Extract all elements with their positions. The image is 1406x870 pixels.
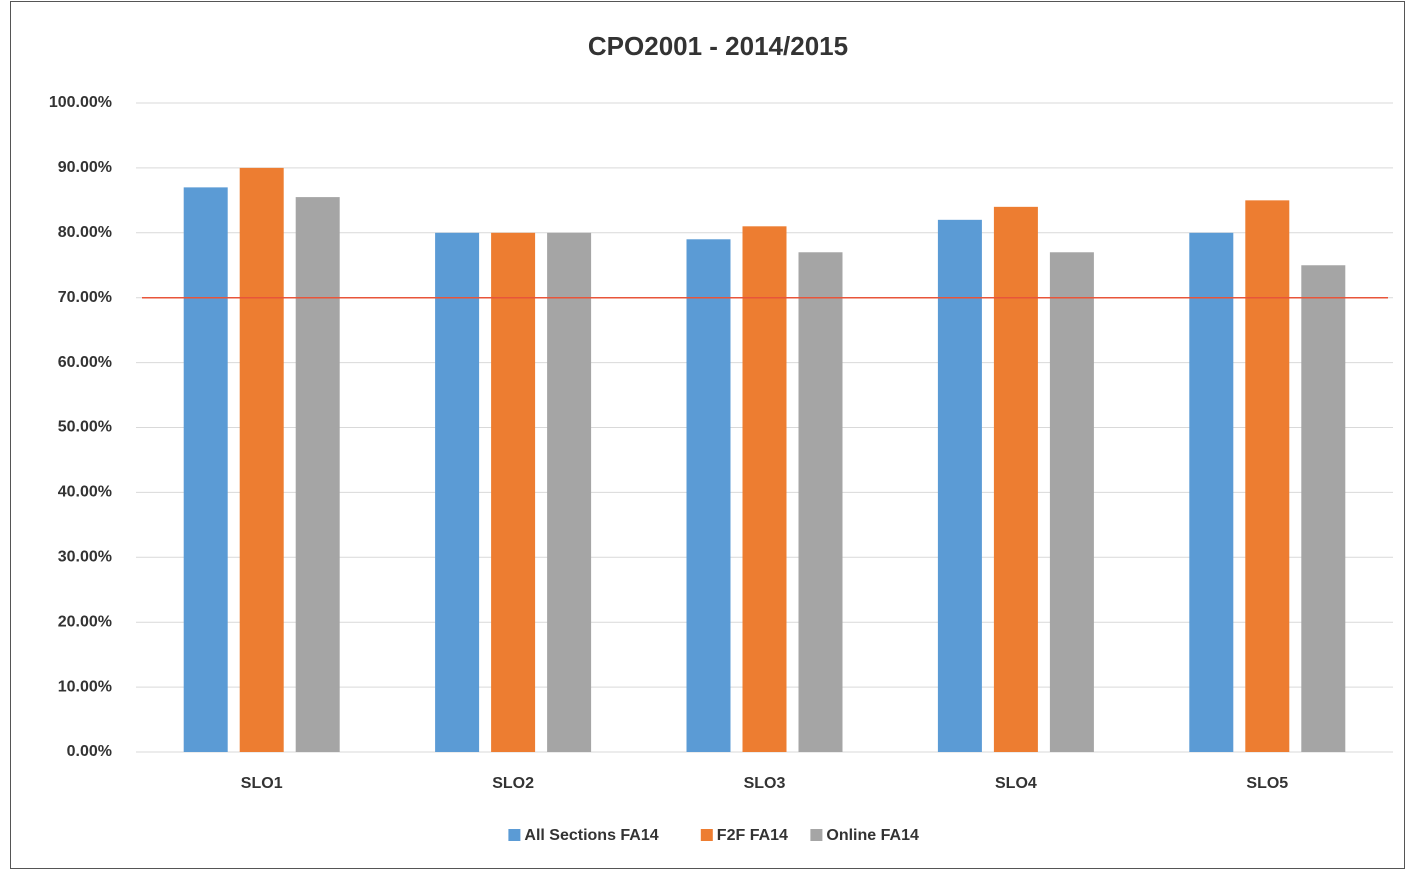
legend-label: F2F FA14 xyxy=(717,827,788,844)
x-tick-label: SLO5 xyxy=(1246,775,1288,792)
legend-label: Online FA14 xyxy=(826,827,919,844)
bar xyxy=(547,232,592,753)
bar xyxy=(1189,232,1234,753)
y-tick-label: 60.00% xyxy=(58,354,112,371)
y-tick-label: 0.00% xyxy=(67,743,112,760)
bar xyxy=(491,232,536,753)
bar xyxy=(1049,252,1094,752)
y-tick-label: 70.00% xyxy=(58,289,112,306)
y-tick-label: 50.00% xyxy=(58,419,112,436)
bar xyxy=(1301,265,1346,752)
y-tick-label: 40.00% xyxy=(58,484,112,501)
bar xyxy=(239,167,284,752)
y-tick-label: 80.00% xyxy=(58,224,112,241)
x-tick-label: SLO2 xyxy=(492,775,534,792)
legend-swatch xyxy=(508,829,521,841)
x-tick-label: SLO4 xyxy=(995,775,1037,792)
chart-title: CPO2001 - 2014/2015 xyxy=(588,31,848,61)
y-tick-label: 10.00% xyxy=(58,678,112,695)
legend-swatch xyxy=(700,829,713,841)
y-tick-label: 20.00% xyxy=(58,613,112,630)
bar xyxy=(183,187,228,752)
bar xyxy=(742,226,787,752)
y-tick-label: 100.00% xyxy=(49,94,112,111)
y-tick-label: 30.00% xyxy=(58,549,112,566)
legend-label: All Sections FA14 xyxy=(524,827,658,844)
bar xyxy=(937,219,982,752)
bar xyxy=(993,206,1038,753)
y-tick-label: 90.00% xyxy=(58,159,112,176)
x-tick-label: SLO1 xyxy=(241,775,283,792)
bar xyxy=(686,239,731,753)
x-tick-label: SLO3 xyxy=(744,775,786,792)
bar xyxy=(435,232,480,753)
bar xyxy=(1245,200,1290,753)
legend-swatch xyxy=(810,829,823,841)
bar xyxy=(295,197,340,753)
bar xyxy=(798,252,843,752)
